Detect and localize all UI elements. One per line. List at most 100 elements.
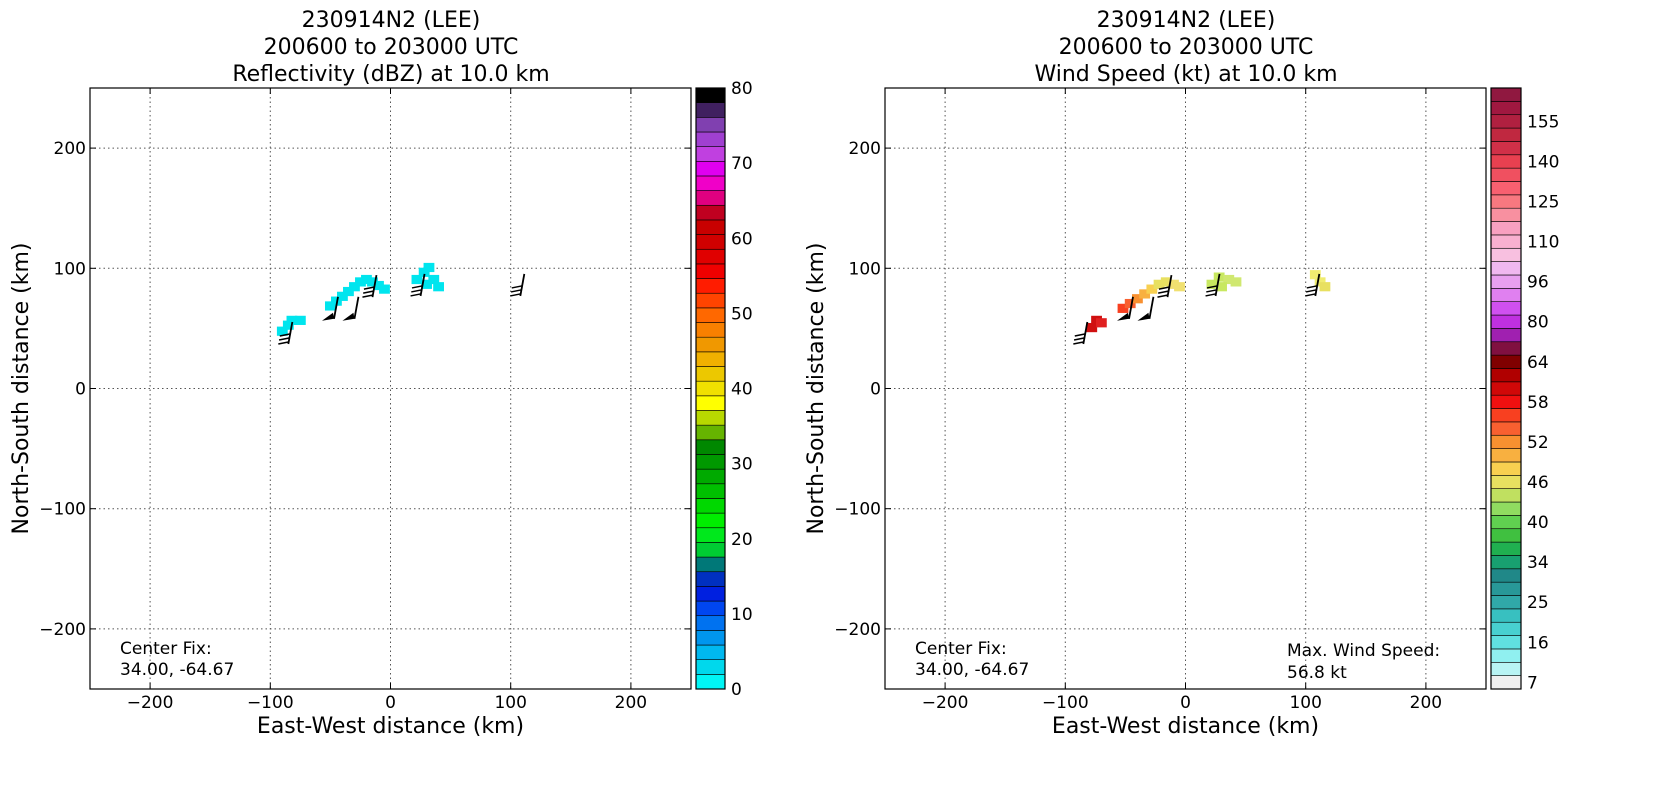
colorbar-segment — [695, 439, 726, 455]
colorbar-segment — [1490, 661, 1522, 676]
colorbar-segment — [695, 542, 726, 558]
colorbar-segment — [1490, 354, 1522, 369]
wind-barb-feather — [363, 286, 375, 290]
wind-barb-staff — [287, 321, 294, 345]
max-wind-annotation: Max. Wind Speed: — [1287, 641, 1440, 661]
data-cell — [367, 277, 378, 287]
wind-barb-feather — [1073, 341, 1084, 345]
colorbar-segment — [695, 395, 726, 411]
colorbar-segment — [695, 219, 726, 235]
colorbar-tick-label: 140 — [1527, 152, 1559, 172]
colorbar-tick-label: 60 — [731, 229, 753, 249]
colorbar-segment — [695, 146, 726, 162]
colorbar-tick-label: 70 — [731, 154, 753, 174]
colorbar-segment — [1490, 528, 1522, 543]
colorbar-segment — [1490, 488, 1522, 503]
grid-lines — [885, 88, 1486, 689]
data-regions — [1086, 270, 1331, 333]
colorbar-tick-label: 25 — [1527, 593, 1549, 613]
max-wind-annotation: 56.8 kt — [1287, 663, 1347, 683]
wind-barb-staff — [1148, 296, 1155, 319]
data-cell — [349, 282, 360, 292]
colorbar-segment — [1490, 421, 1522, 436]
data-cell — [294, 315, 306, 325]
colorbar-segment — [695, 234, 726, 250]
colorbar-tick-label: 10 — [731, 605, 753, 625]
wind-barb-feather — [1073, 337, 1085, 341]
colorbar-segment — [695, 204, 726, 221]
wind-barb-feather — [362, 294, 373, 298]
x-tick-label: 0 — [1180, 693, 1191, 713]
wind-barb-staff — [333, 296, 339, 319]
colorbar-tick-label: 58 — [1527, 393, 1549, 413]
wind-barb — [410, 273, 426, 297]
colorbar-segment — [1490, 394, 1522, 409]
colorbar-segment — [695, 556, 726, 573]
colorbar-segment — [1490, 608, 1522, 623]
wind-barb-feather — [1206, 285, 1218, 289]
data-cell — [423, 262, 435, 273]
colorbar-tick-label: 96 — [1527, 273, 1549, 293]
wind-barb-feather — [278, 337, 290, 341]
wind-barb-feather — [510, 293, 521, 297]
colorbar-tick-label: 125 — [1527, 193, 1559, 213]
colorbar-segment — [1490, 141, 1522, 156]
y-tick-label: 0 — [870, 380, 881, 400]
x-axis-label: East-West distance (km) — [1052, 714, 1319, 739]
y-tick-label: 100 — [54, 259, 86, 279]
colorbar-segment — [695, 278, 726, 294]
colorbar-tick-label: 50 — [731, 304, 753, 324]
data-cell — [1230, 277, 1242, 287]
data-cell — [428, 274, 440, 285]
data-cell — [1223, 274, 1235, 285]
data-cell — [1132, 294, 1143, 304]
colorbar-segment — [1490, 621, 1522, 636]
colorbar-segment — [695, 87, 726, 103]
region-wind-east — [1206, 272, 1242, 292]
colorbar-segment — [695, 586, 726, 602]
colorbar-segment — [1490, 301, 1522, 316]
wind-barb-flag — [322, 312, 335, 321]
colorbar-segment — [695, 307, 726, 323]
colorbar-segment — [1490, 194, 1522, 209]
colorbar-segment — [695, 674, 726, 690]
data-cell — [418, 267, 430, 277]
data-cell — [1153, 279, 1165, 289]
data-cell — [343, 286, 354, 297]
wind-barb — [1305, 273, 1321, 297]
colorbar-segment — [695, 659, 726, 675]
wind-barb-feather — [279, 333, 290, 337]
data-cell — [1124, 298, 1136, 309]
colorbar-segment — [1490, 448, 1522, 463]
colorbar-segment — [1490, 154, 1522, 169]
colorbar-segment — [1490, 381, 1522, 396]
colorbar-segment — [1490, 261, 1522, 276]
colorbar-segment — [1490, 475, 1522, 489]
data-cell — [433, 282, 444, 292]
y-tick-label: −100 — [39, 500, 86, 520]
colorbar-tick-label: 0 — [731, 680, 742, 700]
wind-barbs — [1073, 273, 1321, 345]
wind-barb-flag — [1117, 312, 1130, 321]
colorbar-tick-label: 110 — [1527, 233, 1559, 253]
colorbar-segment — [695, 263, 726, 279]
data-cell — [324, 301, 336, 311]
colorbar-segment — [1490, 461, 1522, 476]
colorbar-segment — [1490, 274, 1522, 289]
wind-barb-feather — [411, 285, 423, 289]
colorbar-segment — [1490, 581, 1522, 596]
wind-barb-feather — [1158, 290, 1169, 294]
colorbar-segment — [695, 498, 726, 514]
x-tick-label: −200 — [127, 693, 174, 713]
center-fix-annotation: 34.00, -64.67 — [120, 660, 234, 680]
y-tick-label: 200 — [54, 139, 86, 159]
colorbar-segment — [1490, 167, 1522, 182]
data-cell — [1160, 277, 1172, 287]
center-fix-annotation: 34.00, -64.67 — [915, 660, 1029, 680]
x-axis-label: East-West distance (km) — [257, 714, 524, 739]
data-cell — [1139, 289, 1151, 299]
wind-barb-staff — [353, 296, 360, 319]
center-fix-annotation: Center Fix: — [120, 639, 212, 659]
colorbar-tick-label: 80 — [1527, 313, 1549, 333]
wind-barb-staff — [371, 274, 378, 298]
